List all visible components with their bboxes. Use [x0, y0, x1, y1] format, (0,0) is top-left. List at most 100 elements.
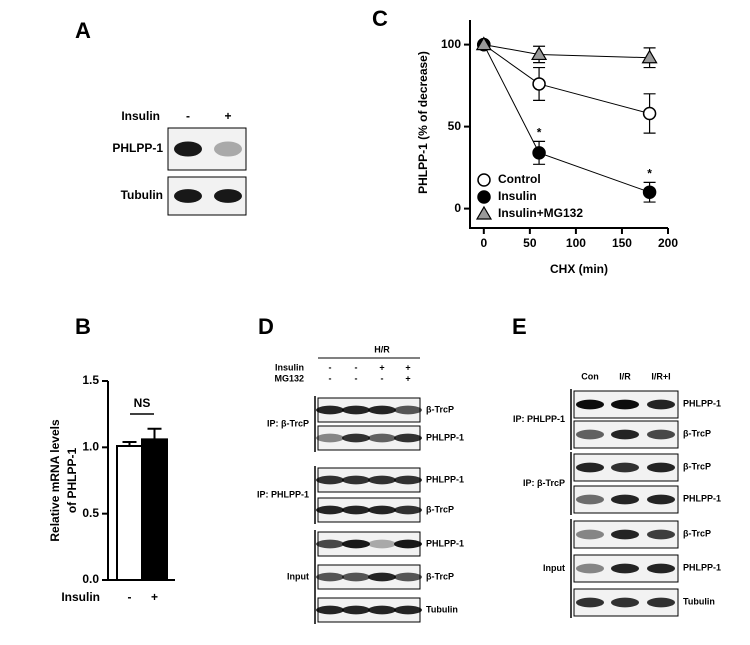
blot-label: Tubulin — [121, 188, 163, 202]
blot-label: β-TrcP — [683, 461, 711, 471]
lane-label: + — [405, 362, 410, 372]
band — [647, 429, 675, 440]
error-bar — [147, 427, 162, 440]
y-tick-label: 1.5 — [82, 373, 99, 387]
y-tick-label: 0.0 — [82, 572, 99, 586]
band — [342, 539, 370, 549]
band — [611, 597, 639, 608]
blot-label: PHLPP-1 — [683, 398, 721, 408]
band — [611, 429, 639, 440]
x-tick-label: 0 — [480, 236, 487, 250]
band — [576, 494, 604, 505]
band — [342, 572, 370, 582]
marker — [475, 36, 492, 51]
annotation: NS — [134, 396, 151, 410]
section-label: IP: β-TrcP — [523, 478, 565, 488]
band — [647, 399, 675, 410]
band — [576, 597, 604, 608]
band — [316, 539, 344, 549]
band — [368, 605, 396, 615]
band — [316, 405, 344, 415]
band — [611, 494, 639, 505]
marker — [642, 106, 657, 121]
x-axis-title: Insulin — [61, 590, 100, 604]
lane-label: - — [186, 109, 190, 123]
lane-label: + — [405, 373, 410, 383]
y-tick-label: 0 — [454, 201, 461, 215]
legend-label: Insulin+MG132 — [498, 206, 583, 220]
band — [174, 189, 202, 203]
band — [174, 141, 202, 157]
band — [342, 405, 370, 415]
band — [611, 529, 639, 540]
x-tick-label: - — [128, 590, 132, 604]
band — [611, 462, 639, 473]
panel-label: B — [75, 314, 91, 339]
group-label: H/R — [374, 344, 390, 354]
band — [576, 529, 604, 540]
x-tick-label: 50 — [523, 236, 537, 250]
annotation: * — [537, 126, 542, 140]
band — [394, 572, 422, 582]
lane-label: + — [224, 109, 231, 123]
y-tick-label: 50 — [448, 119, 462, 133]
y-tick-label: 0.5 — [82, 506, 99, 520]
band — [394, 405, 422, 415]
blot-label: Tubulin — [683, 596, 715, 606]
band — [394, 433, 422, 443]
section-label: IP: PHLPP-1 — [513, 414, 565, 424]
marker — [532, 146, 546, 160]
section-label: IP: PHLPP-1 — [257, 489, 309, 499]
band — [611, 399, 639, 410]
marker — [531, 46, 548, 61]
lane-label: + — [379, 362, 384, 372]
section-label: Input — [287, 571, 309, 581]
band — [368, 433, 396, 443]
legend-marker — [477, 173, 491, 187]
blot-label: β-TrcP — [426, 404, 454, 414]
band — [576, 429, 604, 440]
bar — [141, 438, 168, 581]
band — [316, 572, 344, 582]
legend-marker — [475, 205, 493, 220]
band — [214, 189, 242, 203]
lane-label: Con — [581, 371, 599, 381]
blot-label: PHLPP-1 — [426, 432, 464, 442]
row-label: Insulin — [275, 362, 304, 372]
lane-label: - — [355, 362, 358, 372]
band — [368, 475, 396, 485]
band — [611, 563, 639, 574]
panel-label: E — [512, 314, 527, 339]
band — [316, 505, 344, 515]
band — [576, 399, 604, 410]
band — [394, 539, 422, 549]
x-tick-label: 150 — [612, 236, 632, 250]
blot-label: β-TrcP — [683, 528, 711, 538]
band — [368, 505, 396, 515]
blot-label: β-TrcP — [683, 428, 711, 438]
marker — [642, 185, 657, 199]
y-axis-title: PHLPP-1 (% of decrease) — [416, 51, 430, 194]
panel-label: D — [258, 314, 274, 339]
band — [576, 563, 604, 574]
band — [368, 405, 396, 415]
row-label: MG132 — [274, 373, 304, 383]
marker — [532, 77, 546, 91]
band — [316, 475, 344, 485]
band — [576, 462, 604, 473]
band — [342, 475, 370, 485]
x-tick-label: + — [151, 590, 158, 604]
band — [394, 605, 422, 615]
blot-label: PHLPP-1 — [683, 562, 721, 572]
y-tick-label: 100 — [441, 37, 461, 51]
band — [647, 563, 675, 574]
lane-label: - — [329, 362, 332, 372]
section-label: Input — [543, 563, 565, 573]
band — [368, 572, 396, 582]
band — [316, 605, 344, 615]
annotation: * — [647, 167, 652, 181]
marker — [641, 49, 658, 64]
band — [342, 505, 370, 515]
treatment-label: Insulin — [121, 109, 160, 123]
y-axis-title: of PHLPP-1 — [65, 448, 79, 514]
